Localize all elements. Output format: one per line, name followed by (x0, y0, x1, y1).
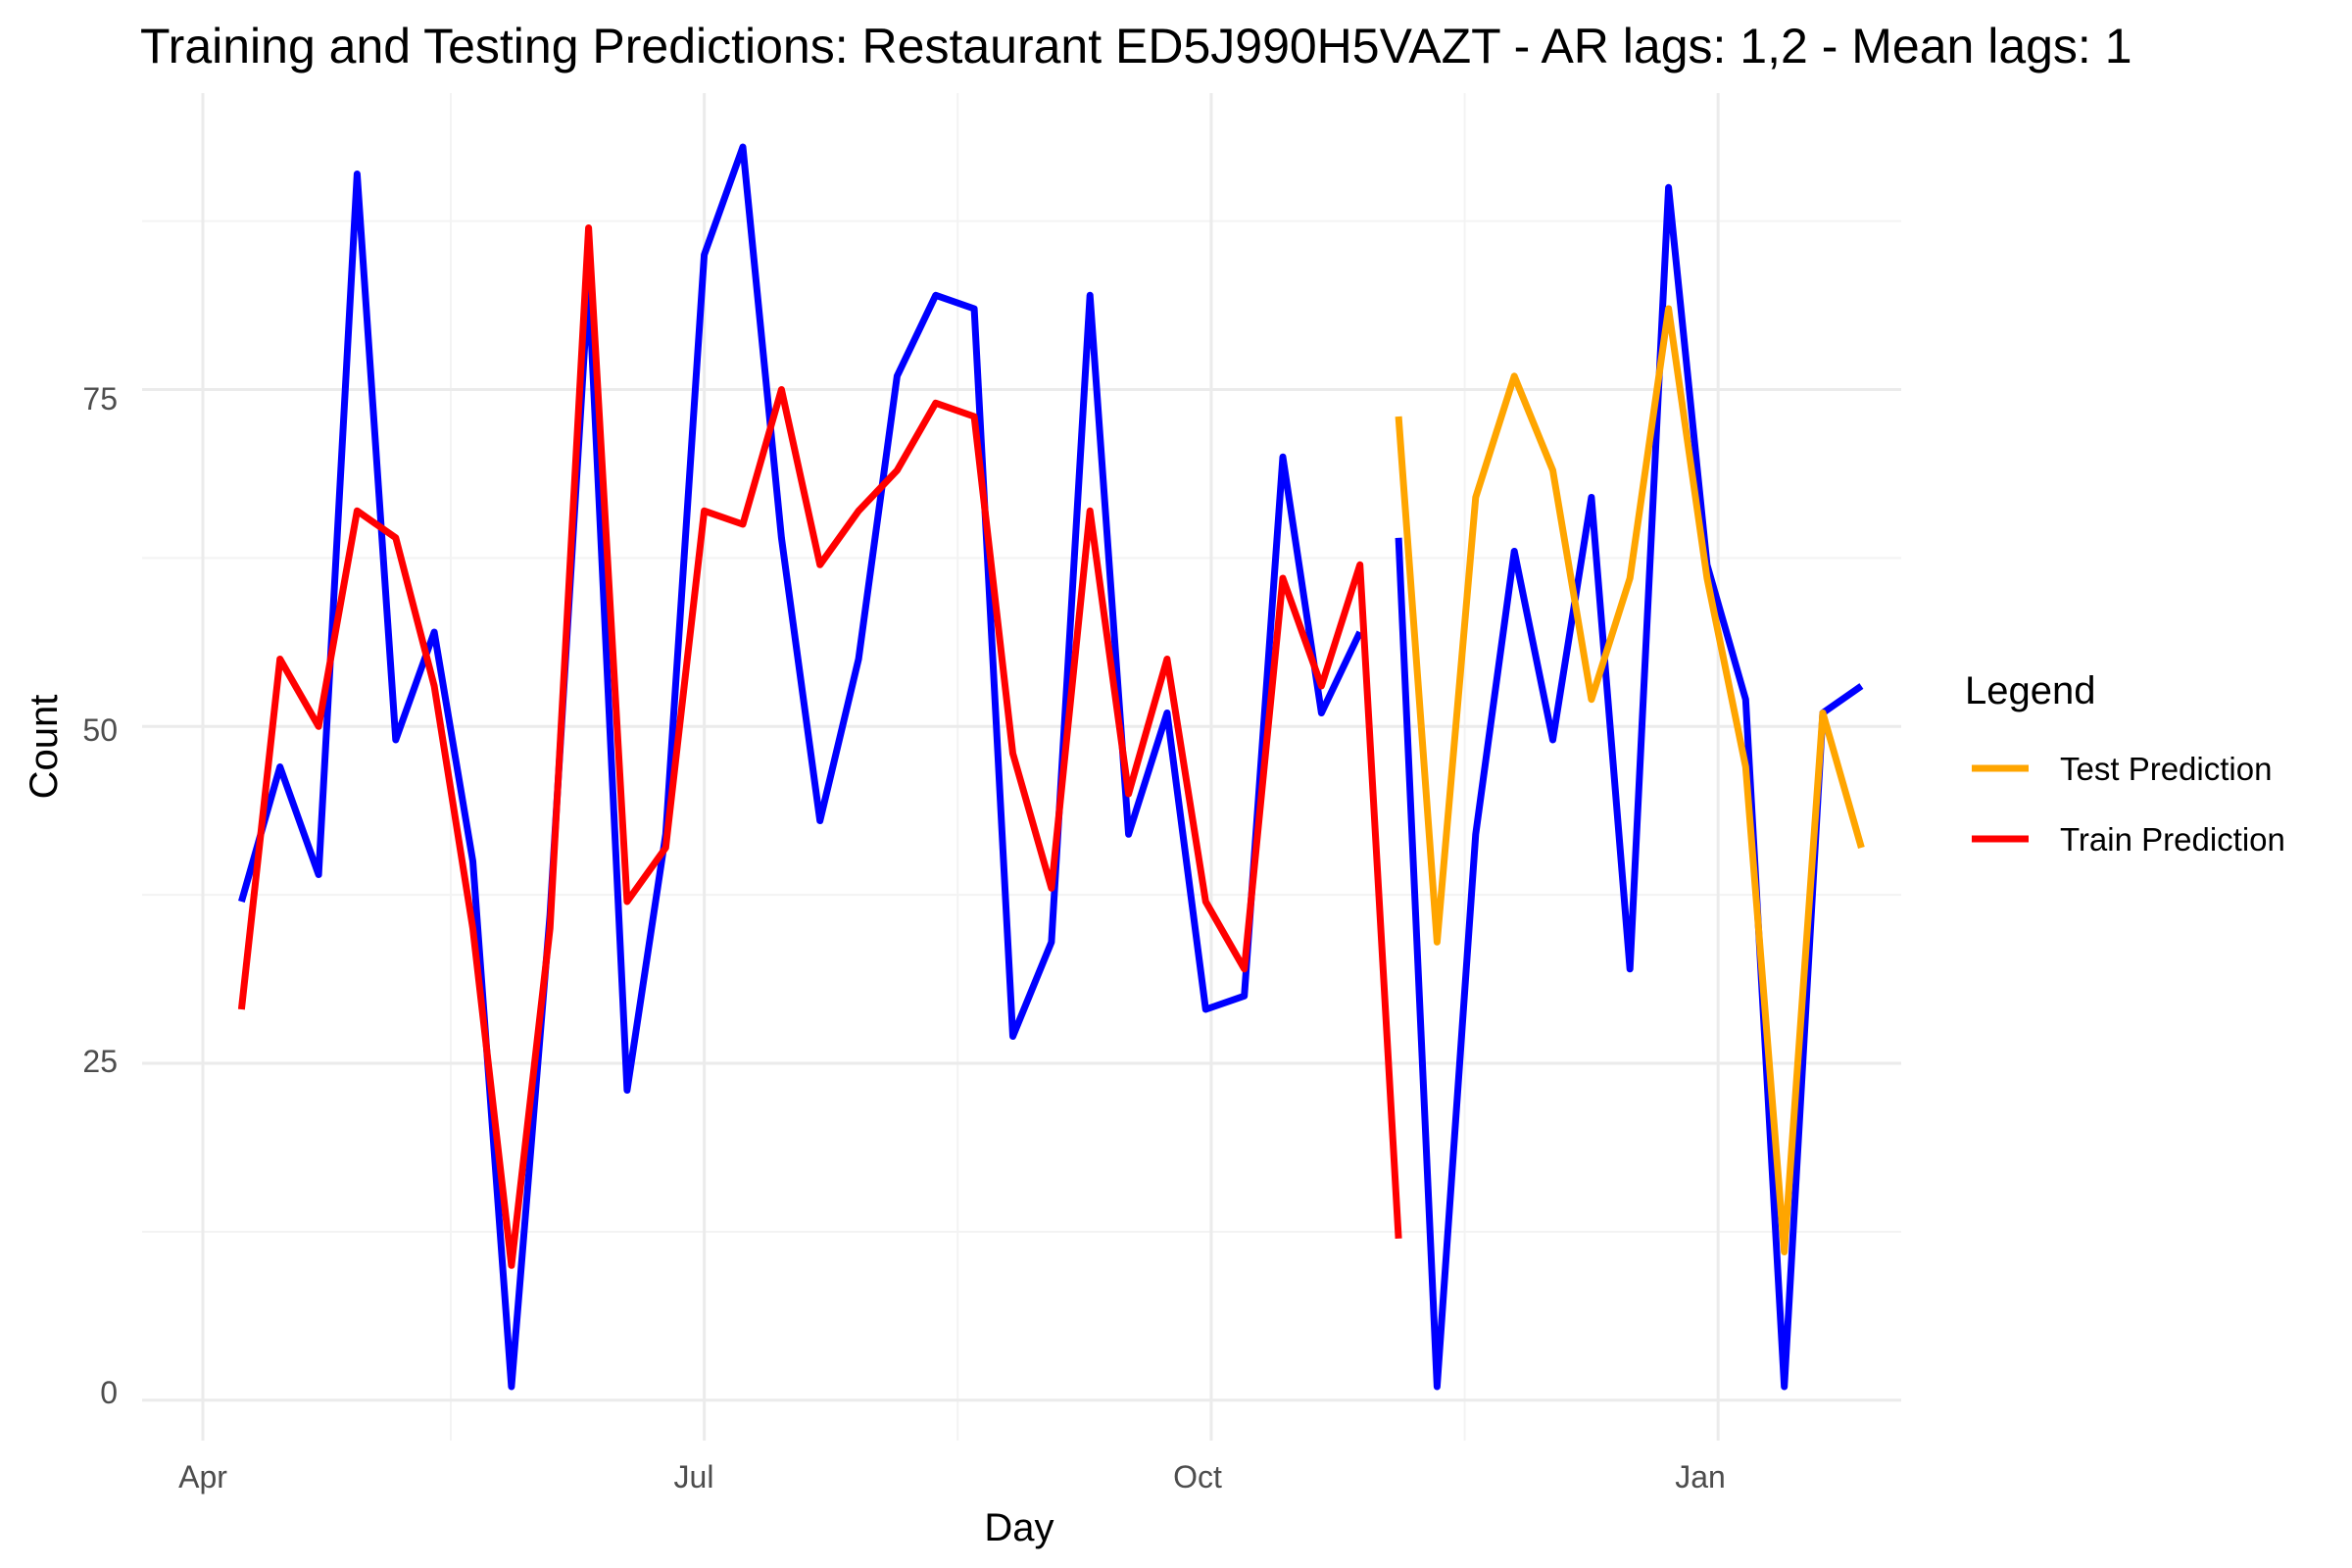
minor-gridlines (142, 93, 1901, 1441)
x-tick-label: Jul (674, 1459, 714, 1494)
x-axis-title: Day (984, 1506, 1054, 1549)
y-axis-title: Count (23, 695, 66, 800)
y-tick-label: 75 (82, 381, 118, 416)
y-tick-label: 50 (82, 712, 118, 748)
legend-label-test-prediction: Test Prediction (2060, 751, 2272, 787)
series-line-train-prediction (237, 224, 1402, 1269)
x-tick-label: Apr (178, 1459, 227, 1494)
legend: Legend Test Prediction Train Prediction (1965, 669, 2285, 858)
legend-label-train-prediction: Train Prediction (2060, 821, 2285, 858)
y-tick-label: 25 (82, 1044, 118, 1079)
y-axis-ticks: 0 25 50 75 (82, 381, 118, 1410)
series-lines (237, 143, 1865, 1391)
series-line-actual (1395, 183, 1864, 1391)
series-line-test-prediction (1395, 305, 1865, 1255)
x-tick-label: Jan (1675, 1459, 1726, 1494)
x-axis-ticks: Apr Jul Oct Jan (178, 1459, 1726, 1494)
y-tick-label: 0 (100, 1375, 118, 1410)
series-line-actual (238, 143, 1363, 1391)
legend-title: Legend (1965, 669, 2095, 712)
x-tick-label: Oct (1173, 1459, 1222, 1494)
chart-title: Training and Testing Predictions: Restau… (140, 19, 2132, 74)
